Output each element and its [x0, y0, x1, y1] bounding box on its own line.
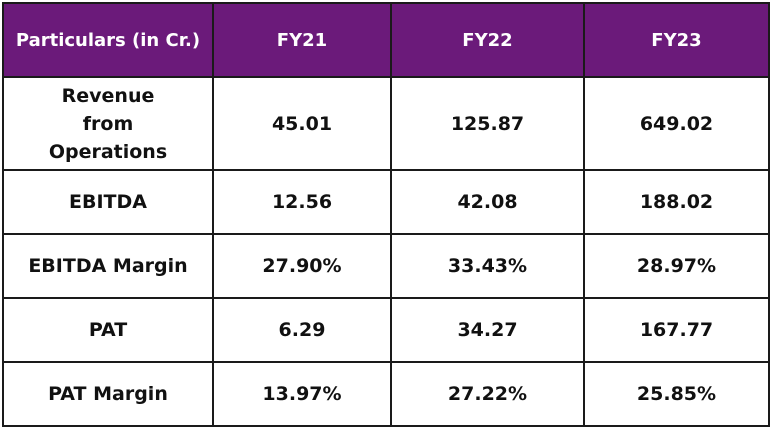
cell-value: 28.97%	[583, 233, 770, 299]
cell-value: 33.43%	[390, 233, 585, 299]
cell-value: 12.56	[212, 169, 392, 235]
header-fy21: FY21	[212, 2, 392, 78]
table-row: Revenue from Operations 45.01 125.87 649…	[2, 76, 770, 171]
header-particulars: Particulars (in Cr.)	[2, 2, 214, 78]
cell-value: 25.85%	[583, 361, 770, 427]
cell-value: 167.77	[583, 297, 770, 363]
cell-value: 34.27	[390, 297, 585, 363]
cell-value: 649.02	[583, 76, 770, 171]
table-header-row: Particulars (in Cr.) FY21 FY22 FY23	[2, 2, 770, 78]
cell-value: 42.08	[390, 169, 585, 235]
header-fy22: FY22	[390, 2, 585, 78]
cell-value: 6.29	[212, 297, 392, 363]
cell-value: 188.02	[583, 169, 770, 235]
table-row: EBITDA 12.56 42.08 188.02	[2, 169, 770, 235]
cell-value: 45.01	[212, 76, 392, 171]
row-label-pat-margin: PAT Margin	[2, 361, 214, 427]
cell-value: 13.97%	[212, 361, 392, 427]
table-row: PAT Margin 13.97% 27.22% 25.85%	[2, 361, 770, 427]
row-label-ebitda: EBITDA	[2, 169, 214, 235]
header-fy23: FY23	[583, 2, 770, 78]
row-label-ebitda-margin: EBITDA Margin	[2, 233, 214, 299]
row-label-pat: PAT	[2, 297, 214, 363]
cell-value: 125.87	[390, 76, 585, 171]
cell-value: 27.22%	[390, 361, 585, 427]
row-label-revenue: Revenue from Operations	[2, 76, 214, 171]
cell-value: 27.90%	[212, 233, 392, 299]
table-row: EBITDA Margin 27.90% 33.43% 28.97%	[2, 233, 770, 299]
table-row: PAT 6.29 34.27 167.77	[2, 297, 770, 363]
